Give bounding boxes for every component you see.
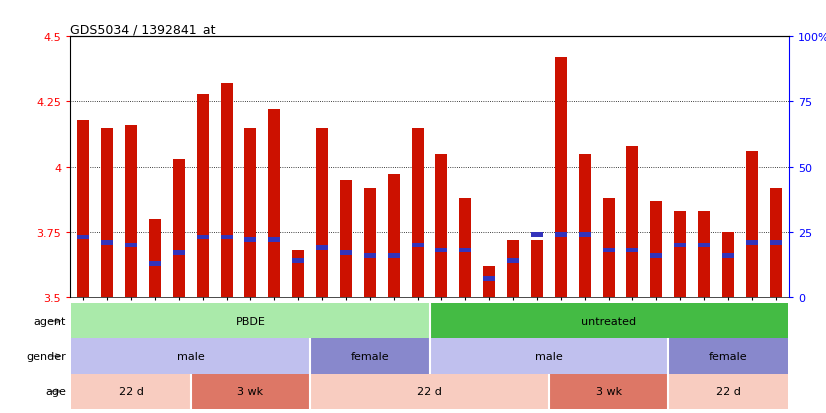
- Bar: [579, 233, 591, 237]
- Bar: [668, 374, 788, 409]
- Bar: [340, 180, 352, 297]
- Bar: [78, 121, 89, 297]
- Bar: [722, 254, 734, 258]
- Text: female: female: [350, 351, 389, 361]
- Text: male: male: [535, 351, 563, 361]
- Bar: [149, 219, 161, 297]
- Bar: [197, 95, 209, 297]
- Bar: [650, 254, 662, 258]
- Text: GDS5034 / 1392841_at: GDS5034 / 1392841_at: [70, 23, 216, 36]
- Bar: [579, 154, 591, 297]
- Text: PBDE: PBDE: [235, 316, 265, 326]
- Bar: [698, 243, 710, 248]
- Bar: [149, 261, 161, 266]
- Bar: [292, 259, 304, 263]
- Bar: [555, 233, 567, 237]
- Bar: [411, 128, 424, 297]
- Text: untreated: untreated: [581, 316, 636, 326]
- Text: age: age: [45, 386, 66, 396]
- Text: agent: agent: [34, 316, 66, 326]
- Bar: [430, 339, 668, 374]
- Bar: [244, 238, 256, 242]
- Bar: [626, 248, 638, 253]
- Bar: [531, 233, 543, 237]
- Bar: [102, 128, 113, 297]
- Bar: [435, 154, 448, 297]
- Bar: [125, 243, 137, 248]
- Bar: [102, 240, 113, 245]
- Text: 22 d: 22 d: [715, 386, 740, 396]
- Bar: [603, 248, 615, 253]
- Bar: [310, 374, 549, 409]
- Text: female: female: [709, 351, 748, 361]
- Bar: [173, 159, 185, 297]
- Text: 3 wk: 3 wk: [596, 386, 622, 396]
- Bar: [435, 248, 448, 253]
- Bar: [316, 128, 328, 297]
- Bar: [364, 188, 376, 297]
- Bar: [650, 201, 662, 297]
- Bar: [549, 374, 668, 409]
- Bar: [483, 277, 495, 282]
- Bar: [507, 259, 519, 263]
- Bar: [125, 126, 137, 297]
- Bar: [340, 251, 352, 256]
- Bar: [71, 374, 191, 409]
- Bar: [268, 238, 280, 242]
- Bar: [770, 188, 781, 297]
- Bar: [364, 254, 376, 258]
- Bar: [71, 304, 430, 339]
- Bar: [531, 240, 543, 297]
- Bar: [698, 211, 710, 297]
- Bar: [71, 339, 310, 374]
- Text: male: male: [177, 351, 205, 361]
- Bar: [387, 175, 400, 297]
- Bar: [221, 84, 233, 297]
- Bar: [555, 58, 567, 297]
- Bar: [430, 304, 788, 339]
- Bar: [722, 232, 734, 297]
- Bar: [674, 211, 686, 297]
- Text: 22 d: 22 d: [119, 386, 144, 396]
- Text: gender: gender: [26, 351, 66, 361]
- Bar: [603, 199, 615, 297]
- Bar: [411, 243, 424, 248]
- Bar: [770, 240, 781, 245]
- Bar: [507, 240, 519, 297]
- Bar: [483, 266, 495, 297]
- Text: 3 wk: 3 wk: [237, 386, 263, 396]
- Bar: [221, 235, 233, 240]
- Bar: [459, 248, 472, 253]
- Bar: [668, 339, 788, 374]
- Text: 22 d: 22 d: [417, 386, 442, 396]
- Bar: [746, 152, 757, 297]
- Bar: [387, 254, 400, 258]
- Bar: [191, 374, 310, 409]
- Bar: [244, 128, 256, 297]
- Bar: [292, 251, 304, 297]
- Bar: [173, 251, 185, 256]
- Bar: [626, 147, 638, 297]
- Bar: [268, 110, 280, 297]
- Bar: [197, 235, 209, 240]
- Bar: [459, 199, 472, 297]
- Bar: [746, 240, 757, 245]
- Bar: [674, 243, 686, 248]
- Bar: [316, 246, 328, 250]
- Bar: [78, 235, 89, 240]
- Bar: [310, 339, 430, 374]
